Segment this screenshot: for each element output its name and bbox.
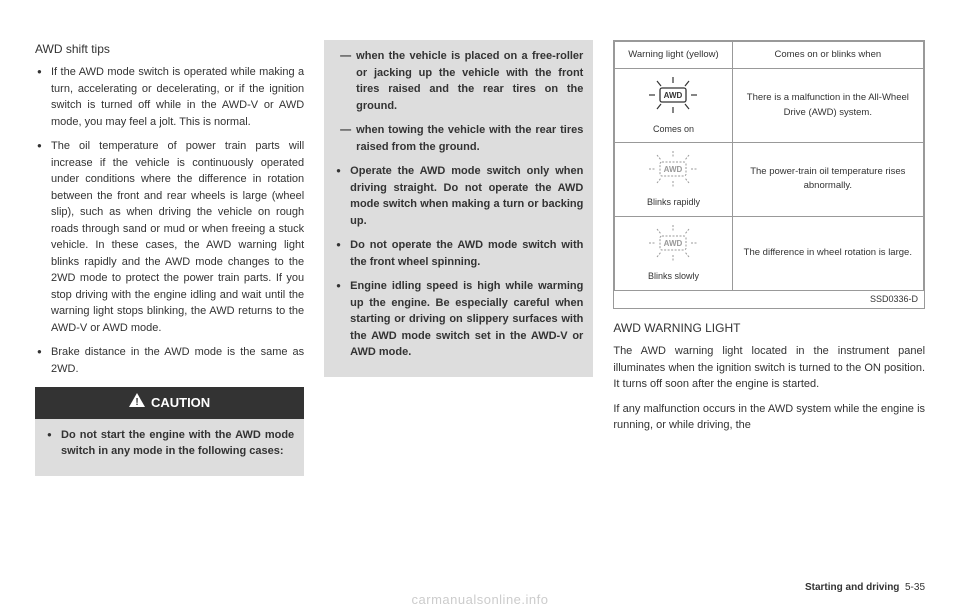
list-item: Do not operate the AWD mode switch with … (334, 237, 583, 270)
icon-caption: Blinks slowly (621, 270, 725, 284)
list-item: Operate the AWD mode switch only when dr… (334, 163, 583, 229)
list-item: If the AWD mode switch is operated while… (35, 64, 304, 130)
list-item: Engine idling speed is high while warmin… (334, 278, 583, 361)
table-cell: There is a malfunction in the All-Wheel … (732, 69, 923, 143)
icon-caption: Comes on (621, 123, 725, 137)
caution-label: CAUTION (151, 393, 210, 413)
body-paragraph: The AWD warning light located in the ins… (613, 343, 925, 393)
icon-caption: Blinks rapidly (621, 196, 725, 210)
table-cell: AWD Blinks rapidly (615, 143, 732, 217)
diagram-code: SSD0336-D (614, 291, 924, 309)
list-item: Do not start the engine with the AWD mod… (45, 427, 294, 460)
list-item: Brake distance in the AWD mode is the sa… (35, 344, 304, 377)
caution-box: ! CAUTION Do not start the engine with t… (35, 387, 304, 476)
warning-light-table: Warning light (yellow) Comes on or blink… (613, 40, 925, 309)
dash-item: when towing the vehicle with the rear ti… (334, 122, 583, 155)
table-cell: The power-train oil temperature rises ab… (732, 143, 923, 217)
svg-text:AWD: AWD (664, 165, 683, 174)
svg-text:AWD: AWD (664, 91, 683, 100)
awd-light-blink-icon: AWD (621, 149, 725, 194)
table-cell: The difference in wheel rotation is larg… (732, 216, 923, 290)
svg-text:!: ! (135, 397, 138, 407)
table-header: Comes on or blinks when (732, 42, 923, 69)
dash-item: when the vehicle is placed on a free-rol… (334, 48, 583, 114)
table-header: Warning light (yellow) (615, 42, 732, 69)
watermark: carmanualsonline.info (0, 592, 960, 607)
svg-text:AWD: AWD (664, 239, 683, 248)
caution-header: ! CAUTION (35, 387, 304, 419)
warning-triangle-icon: ! (129, 393, 145, 413)
body-paragraph: If any malfunction occurs in the AWD sys… (613, 401, 925, 434)
awd-light-blink-slow-icon: AWD (621, 223, 725, 268)
table-cell: AWD Blinks slowly (615, 216, 732, 290)
table-cell: AWD Comes on (615, 69, 732, 143)
caution-body: Do not start the engine with the AWD mod… (35, 419, 304, 476)
list-item: The oil temperature of power train parts… (35, 138, 304, 336)
awd-shift-tips-heading: AWD shift tips (35, 40, 304, 58)
caution-continuation: when the vehicle is placed on a free-rol… (324, 40, 593, 377)
awd-warning-heading: AWD WARNING LIGHT (613, 319, 925, 337)
awd-light-icon: AWD (621, 75, 725, 120)
awd-tips-list: If the AWD mode switch is operated while… (35, 64, 304, 377)
